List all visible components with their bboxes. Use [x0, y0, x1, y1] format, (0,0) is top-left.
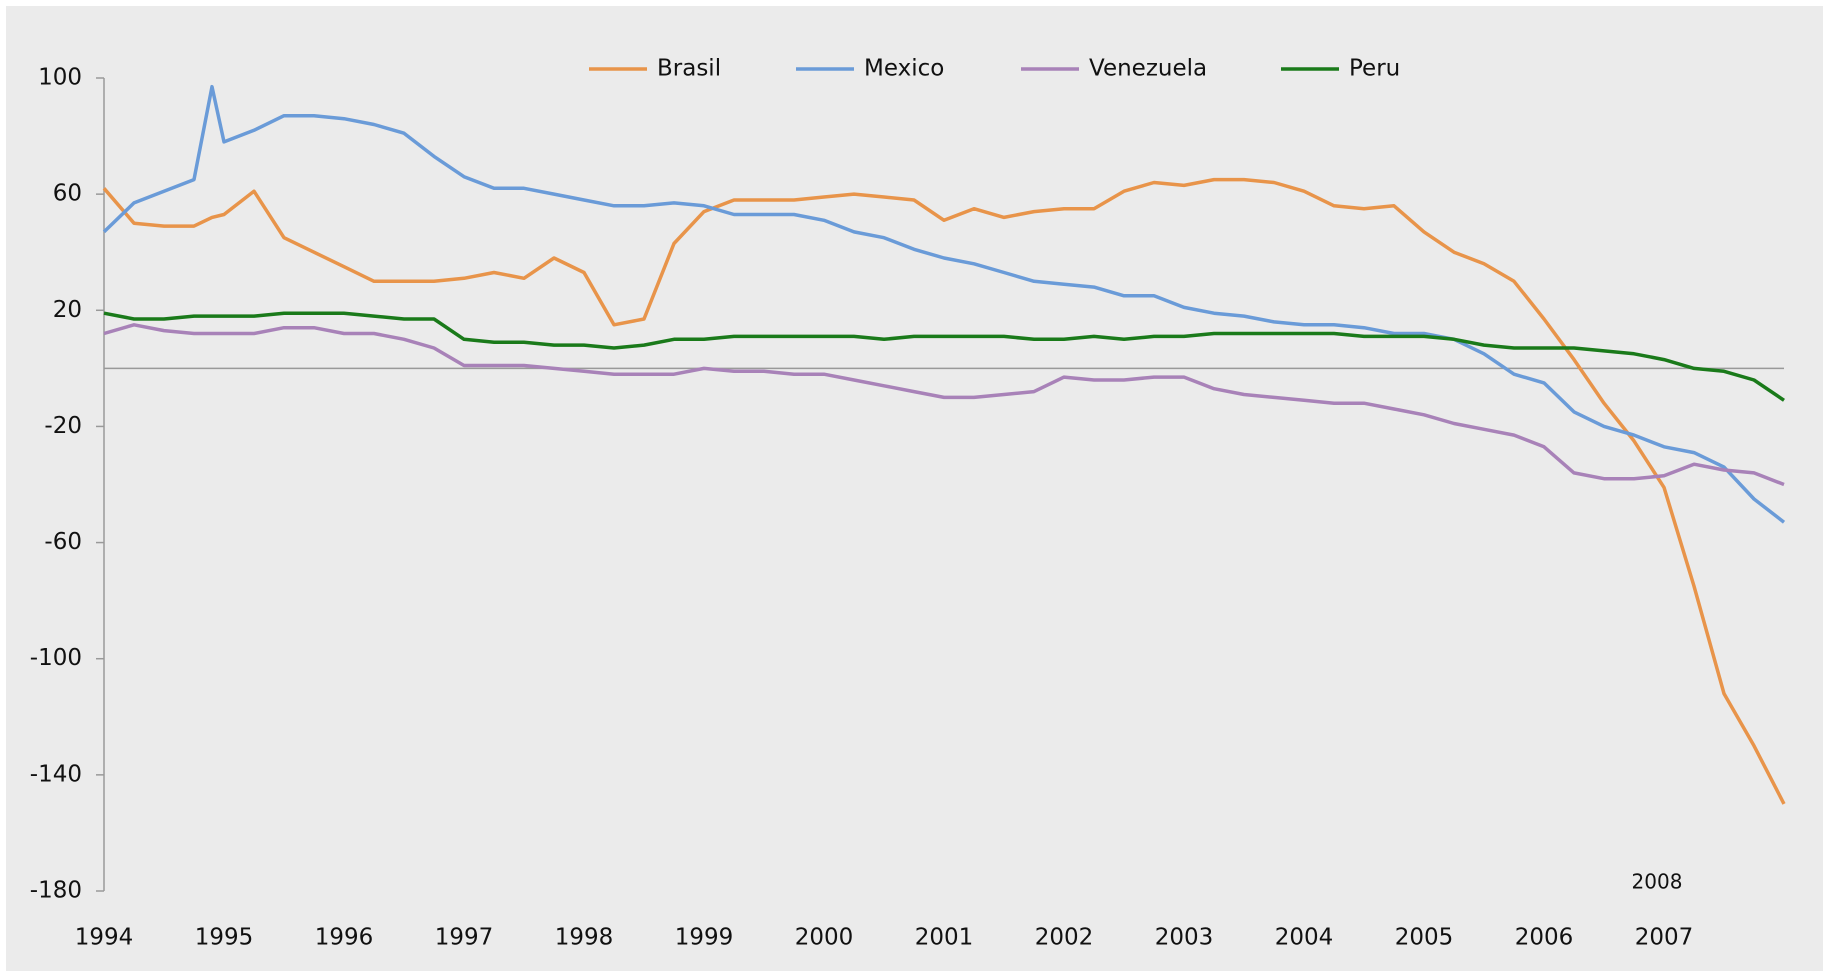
annotation: 2008: [1632, 870, 1683, 894]
series-line: [103, 323, 1785, 487]
x-tick-label: 2000: [795, 925, 854, 951]
legend-label: Brasil: [657, 56, 721, 82]
y-tick-label: -180: [30, 878, 82, 904]
x-tick-label: 2004: [1275, 925, 1334, 951]
x-tick-label: 2005: [1395, 925, 1454, 951]
x-tick-label: 1998: [555, 925, 614, 951]
x-tick-label: 1997: [435, 925, 494, 951]
legend-label: Peru: [1349, 56, 1400, 82]
legend-label: Mexico: [864, 56, 944, 82]
series-line: [102, 177, 1786, 805]
series-line: [102, 84, 1786, 524]
y-tick-label: 60: [53, 181, 82, 207]
x-tick-label: 2007: [1635, 925, 1694, 951]
y-tick-label: -100: [30, 645, 82, 671]
x-tick-label: 2001: [915, 925, 974, 951]
y-tick-label: -60: [44, 529, 82, 555]
y-tick-label: -20: [44, 413, 82, 439]
x-tick-label: 1996: [315, 925, 374, 951]
legend-label: Venezuela: [1089, 56, 1207, 82]
x-tick-label: 1994: [75, 925, 134, 951]
y-tick-label: -140: [30, 761, 82, 787]
plot-background: [6, 6, 1823, 971]
x-tick-label: 2006: [1515, 925, 1574, 951]
y-tick-label: 100: [38, 65, 82, 91]
x-tick-label: 1995: [195, 925, 254, 951]
series-line: [103, 311, 1785, 402]
y-tick-label: 20: [53, 297, 82, 323]
x-tick-label: 2003: [1155, 925, 1214, 951]
x-tick-label: 2002: [1035, 925, 1094, 951]
x-tick-label: 1999: [675, 925, 734, 951]
